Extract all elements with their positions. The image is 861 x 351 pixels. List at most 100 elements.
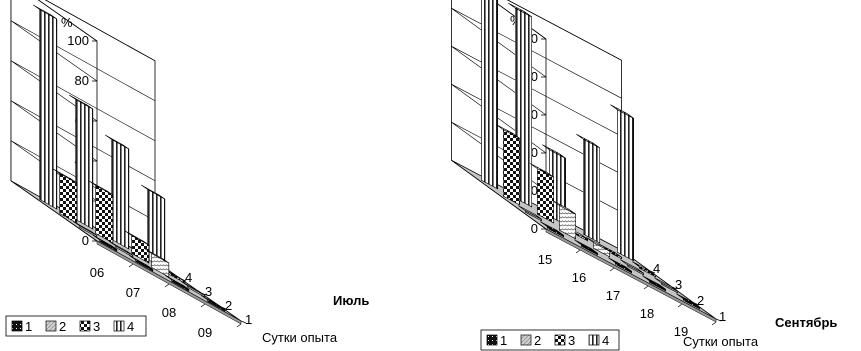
- bar-s1-15: [540, 221, 565, 238]
- bar-top: [574, 239, 598, 254]
- bar-s2-18: [620, 259, 645, 276]
- z-tick-label: 4: [185, 270, 192, 285]
- bar-front: [503, 129, 521, 206]
- bar-s4-06: [33, 4, 58, 210]
- bar-s1-17: [608, 257, 633, 274]
- bar-top: [610, 104, 634, 119]
- gridline: [451, 45, 622, 137]
- bar-s3-19: [632, 261, 657, 278]
- legend-swatch: [554, 334, 566, 346]
- bar-s2-09: [181, 281, 206, 298]
- bar-s4-15: [481, 0, 499, 190]
- bar-s4-09: [141, 184, 166, 270]
- x-tick-label: 08: [162, 305, 176, 320]
- z-tick: [715, 318, 722, 322]
- x-tick: [609, 267, 615, 272]
- bar-top: [105, 134, 129, 150]
- y-tick-label: 0: [82, 233, 89, 248]
- legend-swatch: [45, 320, 57, 332]
- bar-s4-18: [576, 133, 601, 244]
- legend-label: 2: [59, 319, 66, 334]
- z-tick: [240, 320, 247, 324]
- x-tick-label: 18: [640, 306, 654, 321]
- x-tick-label: 17: [606, 288, 620, 303]
- legend-label: 3: [93, 319, 100, 334]
- bar-s4-19: [610, 104, 635, 262]
- gridline: [10, 100, 156, 182]
- x-tick-label: 06: [90, 265, 104, 280]
- x-tick-label: 07: [126, 285, 140, 300]
- z-tick-label: 2: [697, 293, 704, 308]
- bar-top: [53, 168, 77, 184]
- x-tick: [677, 303, 683, 308]
- bar-front: [39, 8, 58, 210]
- bar-s1-16: [574, 239, 599, 256]
- bar-top: [145, 248, 169, 264]
- gridline: [451, 83, 622, 175]
- bar-top: [576, 133, 600, 149]
- bar-top: [69, 94, 93, 110]
- bar-top: [496, 124, 520, 139]
- bar-s2-15: [518, 205, 543, 222]
- bar-top: [542, 144, 566, 159]
- bar-top: [165, 275, 189, 290]
- bar-top: [586, 237, 610, 252]
- bar-top: [33, 4, 57, 20]
- y-tick-label: 0: [531, 221, 538, 236]
- bar-top: [530, 163, 554, 178]
- bar-front: [111, 138, 130, 250]
- bar-s1-08: [165, 275, 190, 292]
- bar-s2-17: [586, 237, 611, 258]
- x-tick: [164, 283, 170, 288]
- bar-top: [642, 275, 666, 290]
- bar-s1-09: [201, 295, 226, 312]
- bar-top: [73, 221, 97, 236]
- y-tick-label: 80: [75, 73, 89, 88]
- y-tick-label: 100: [67, 33, 89, 48]
- z-tick-label: 3: [675, 277, 682, 292]
- bar-top: [552, 200, 576, 215]
- bar-top: [181, 281, 205, 296]
- bar-s3-15: [496, 124, 521, 206]
- bar-s3-07: [89, 180, 114, 244]
- bar-s1-06: [93, 235, 118, 252]
- bar-top: [141, 184, 165, 200]
- x-axis-label: Сутки опыта: [262, 330, 338, 345]
- legend-box: [480, 329, 620, 351]
- gridline: [37, 0, 156, 62]
- legend-label: 3: [568, 333, 575, 348]
- bar-front: [617, 109, 635, 262]
- bar-top: [93, 235, 117, 250]
- bar-top: [125, 230, 149, 246]
- z-tick-label: 3: [205, 284, 212, 299]
- bar-s2-16: [552, 200, 577, 240]
- x-tick: [575, 249, 581, 254]
- bar-top: [508, 2, 532, 18]
- z-tick: [671, 286, 678, 290]
- z-tick: [693, 302, 700, 306]
- x-tick: [236, 323, 242, 328]
- bar-s2-07: [109, 241, 134, 258]
- legend-label: 2: [534, 333, 541, 348]
- bar-s2-19: [654, 277, 679, 294]
- bar-top: [89, 180, 113, 196]
- bar-top: [129, 255, 153, 270]
- z-tick: [180, 278, 187, 282]
- x-tick: [128, 263, 134, 268]
- legend-label: 1: [500, 333, 507, 348]
- x-tick: [200, 303, 206, 308]
- legend-label: 4: [127, 319, 134, 334]
- bar-s1-07: [129, 255, 154, 272]
- bar-front: [95, 184, 114, 244]
- z-tick-label: 4: [653, 261, 660, 276]
- bar-front: [537, 168, 555, 224]
- bar-s2-06: [73, 221, 98, 238]
- bar-top: [632, 261, 656, 276]
- legend-swatch: [520, 334, 532, 346]
- chart-september: 020406080100%15161718191234СентябрьСутки…: [450, 0, 837, 351]
- x-tick-label: 19: [674, 324, 688, 339]
- bar-top: [540, 221, 564, 236]
- bar-s4-07: [69, 94, 94, 230]
